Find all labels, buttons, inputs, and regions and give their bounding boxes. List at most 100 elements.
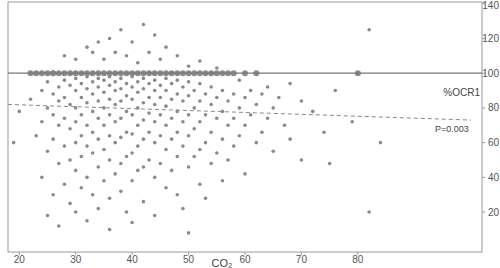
point bbox=[153, 33, 157, 37]
y-tick-label: 140 bbox=[482, 0, 499, 11]
point bbox=[300, 99, 304, 103]
point bbox=[130, 151, 134, 155]
point bbox=[130, 97, 134, 101]
point bbox=[130, 75, 134, 79]
point bbox=[40, 120, 44, 124]
x-tick-label: 20 bbox=[14, 254, 26, 265]
point bbox=[192, 89, 196, 93]
plot-area bbox=[8, 23, 482, 235]
point bbox=[63, 117, 67, 121]
point bbox=[91, 151, 95, 155]
point bbox=[91, 193, 95, 197]
point bbox=[102, 78, 106, 82]
plot-frame bbox=[8, 2, 482, 252]
point bbox=[153, 214, 157, 218]
point bbox=[108, 113, 112, 117]
point bbox=[96, 165, 100, 169]
point bbox=[300, 158, 304, 162]
point bbox=[164, 186, 168, 190]
point bbox=[187, 134, 191, 138]
point bbox=[153, 141, 157, 145]
point bbox=[85, 176, 89, 180]
point bbox=[68, 158, 72, 162]
point bbox=[102, 90, 106, 94]
point bbox=[153, 78, 157, 82]
point bbox=[29, 97, 33, 101]
point bbox=[46, 150, 50, 154]
point bbox=[142, 137, 146, 141]
point bbox=[204, 141, 208, 145]
point bbox=[232, 92, 236, 96]
point bbox=[215, 151, 219, 155]
point bbox=[46, 80, 50, 84]
point bbox=[159, 57, 163, 61]
x-tick-label: 60 bbox=[239, 254, 251, 265]
point bbox=[147, 96, 151, 100]
point bbox=[147, 130, 151, 134]
point bbox=[170, 82, 174, 86]
point bbox=[226, 99, 230, 103]
point bbox=[96, 77, 100, 81]
point bbox=[209, 130, 213, 134]
chart: 2030405060708020406080100120140P=0.003CO… bbox=[0, 0, 500, 268]
point bbox=[125, 94, 129, 98]
point bbox=[108, 37, 112, 41]
point bbox=[198, 82, 202, 86]
point bbox=[159, 96, 163, 100]
point bbox=[74, 210, 78, 214]
point bbox=[271, 150, 275, 154]
y-tick bbox=[482, 212, 485, 213]
point bbox=[226, 123, 230, 127]
point bbox=[238, 106, 242, 110]
point bbox=[181, 120, 185, 124]
y-tick-label: 100 bbox=[482, 68, 499, 79]
point bbox=[74, 141, 78, 145]
point bbox=[243, 172, 247, 176]
point bbox=[125, 130, 129, 134]
reference-line bbox=[8, 73, 482, 74]
point bbox=[147, 51, 151, 55]
point bbox=[85, 45, 89, 49]
point bbox=[119, 189, 123, 193]
point bbox=[266, 85, 270, 89]
point bbox=[198, 99, 202, 103]
point bbox=[119, 162, 123, 166]
point bbox=[130, 132, 134, 136]
point bbox=[311, 110, 315, 114]
point bbox=[119, 136, 123, 140]
point bbox=[215, 66, 219, 70]
point bbox=[192, 106, 196, 110]
point bbox=[159, 162, 163, 166]
y-tick-label: 40 bbox=[488, 172, 500, 183]
point bbox=[119, 28, 123, 32]
point bbox=[85, 75, 89, 79]
y-axis-label: %OCR1 bbox=[443, 87, 480, 98]
point bbox=[46, 106, 50, 110]
point bbox=[130, 40, 134, 44]
point bbox=[68, 84, 72, 88]
point bbox=[288, 137, 292, 141]
point bbox=[147, 82, 151, 86]
point bbox=[51, 137, 55, 141]
x-tick-label: 70 bbox=[296, 254, 308, 265]
point bbox=[68, 202, 72, 206]
point bbox=[170, 117, 174, 121]
y-tick bbox=[482, 177, 485, 178]
point bbox=[153, 89, 157, 93]
point bbox=[136, 61, 140, 65]
point bbox=[142, 23, 146, 27]
point bbox=[254, 141, 258, 145]
point bbox=[102, 57, 106, 61]
point bbox=[91, 130, 95, 134]
y-tick bbox=[482, 107, 485, 108]
point bbox=[102, 179, 106, 183]
point bbox=[271, 106, 275, 110]
point bbox=[136, 123, 140, 127]
point bbox=[119, 99, 123, 103]
point bbox=[164, 77, 168, 81]
x-tick-label: 30 bbox=[70, 254, 82, 265]
point bbox=[119, 117, 123, 121]
point bbox=[232, 117, 236, 121]
point bbox=[74, 120, 78, 124]
y-tick-label: 20 bbox=[488, 207, 500, 218]
